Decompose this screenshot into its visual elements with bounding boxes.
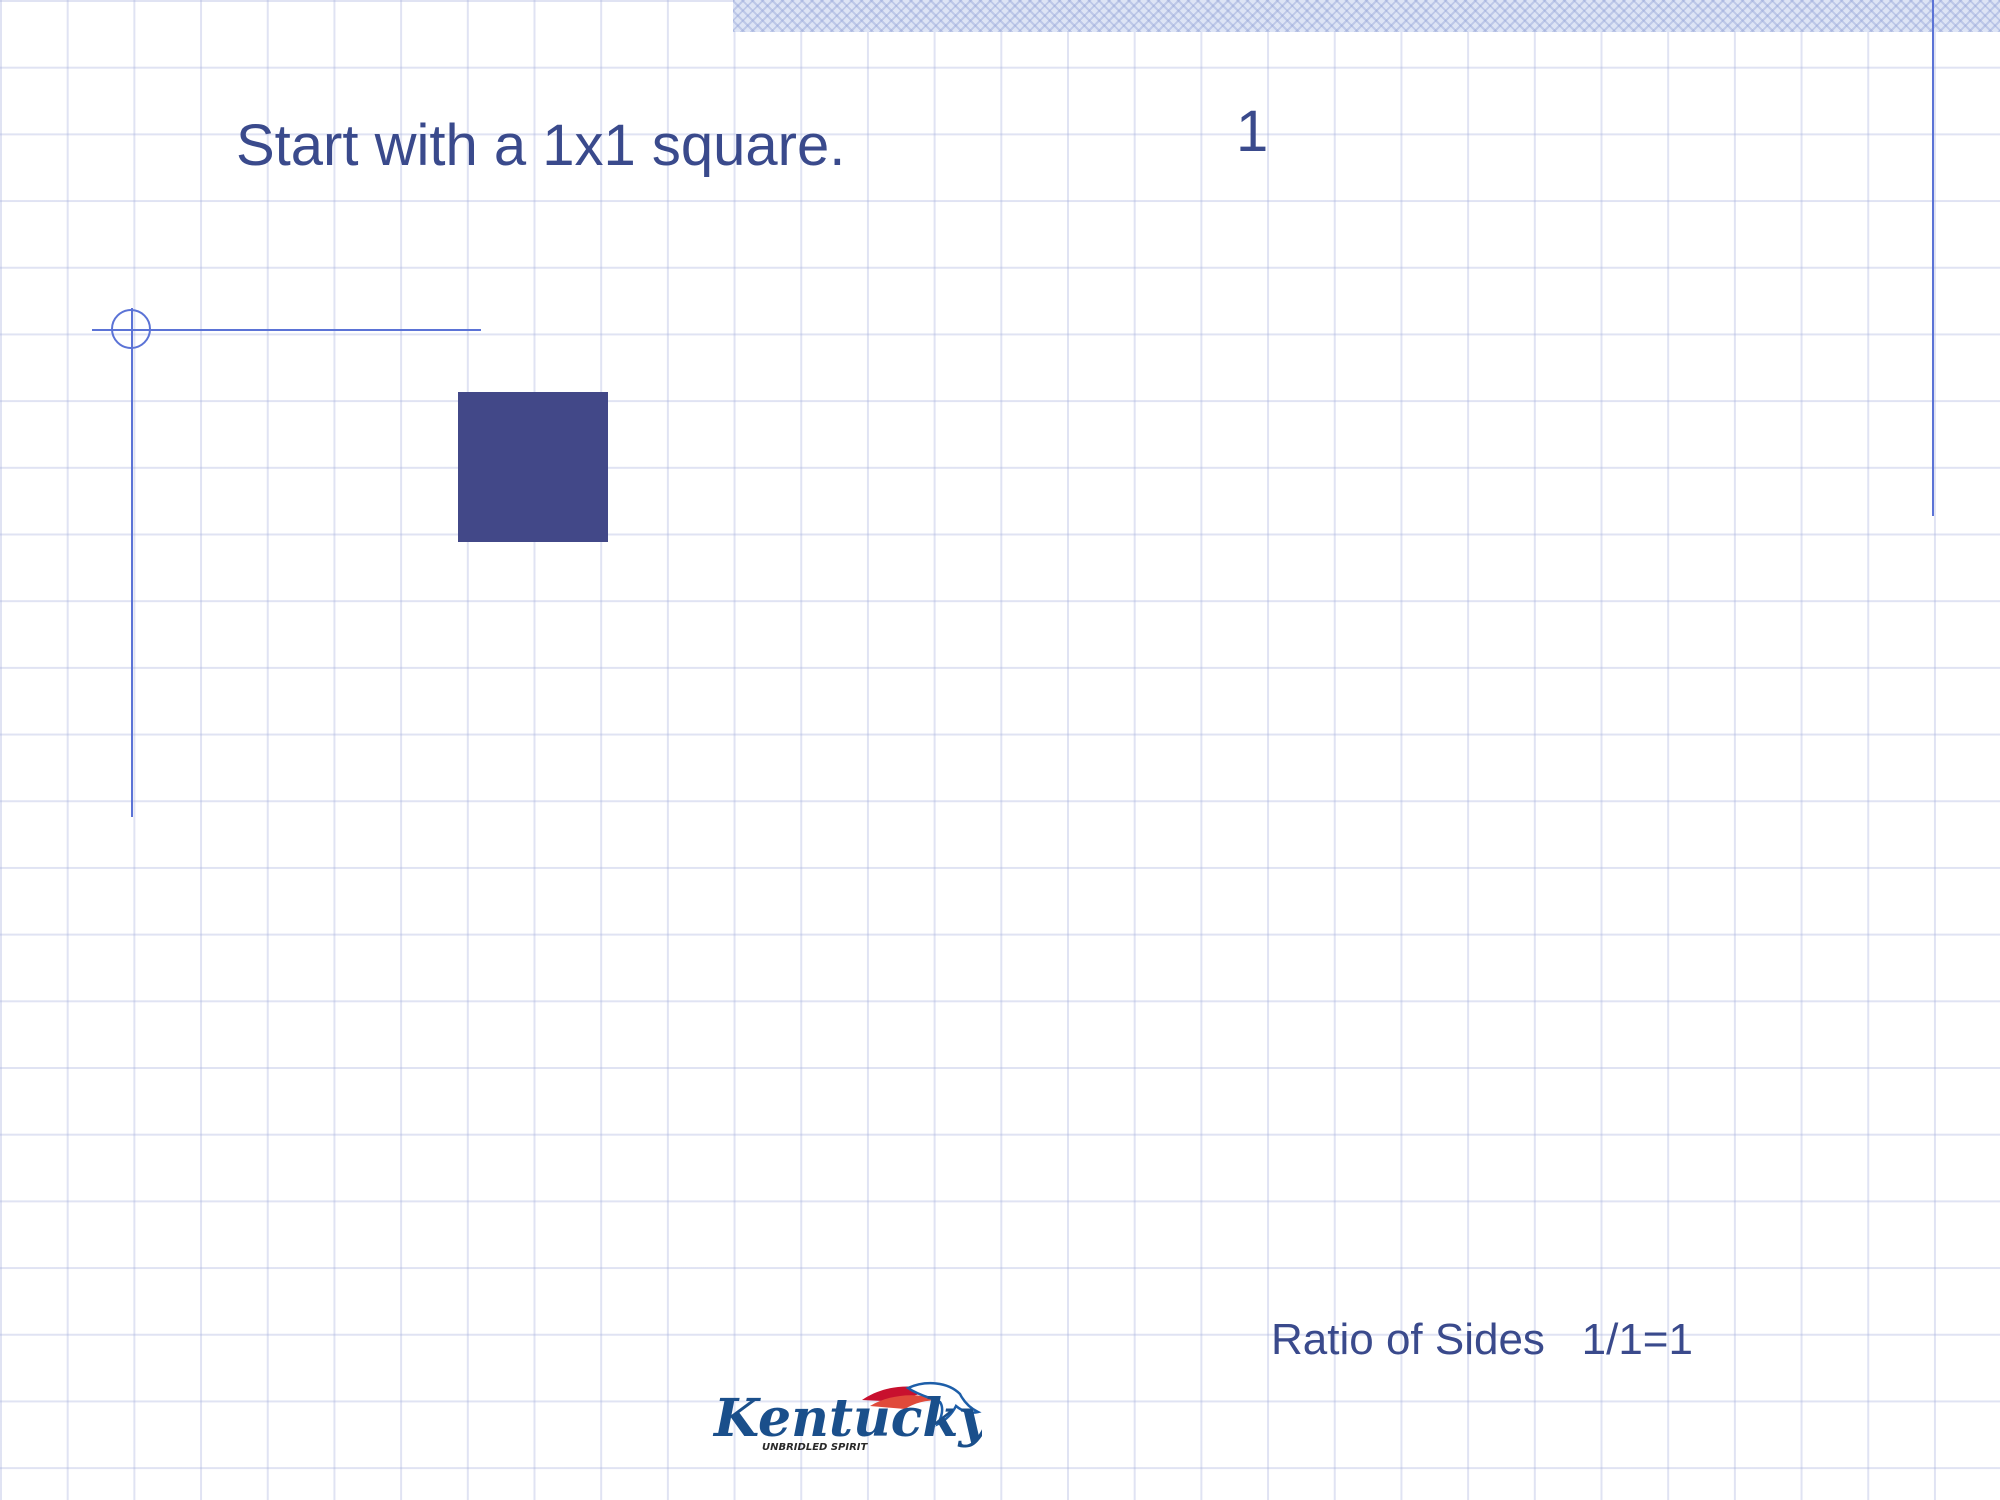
- kentucky-logo: Kentucky UNBRIDLED SPIRIT: [712, 1381, 982, 1453]
- step-number: 1: [1236, 99, 1269, 164]
- ratio-label: Ratio of Sides: [1271, 1315, 1545, 1364]
- corner-mark-vertical-line: [131, 308, 133, 817]
- right-vertical-rule: [1932, 0, 1934, 516]
- ratio-value: 1/1=1: [1581, 1315, 1693, 1364]
- corner-mark-circle: [111, 309, 151, 349]
- unit-square: [458, 392, 608, 542]
- slide-title: Start with a 1x1 square.: [236, 113, 846, 178]
- corner-mark-horizontal-line: [92, 329, 481, 331]
- logo-wordmark: Kentucky: [712, 1388, 982, 1449]
- horse-flame-icon: [862, 1381, 982, 1427]
- header-band: [733, 0, 2000, 32]
- ratio-of-sides: Ratio of Sides 1/1=1: [1271, 1315, 1693, 1365]
- logo-tagline: UNBRIDLED SPIRIT: [762, 1442, 868, 1453]
